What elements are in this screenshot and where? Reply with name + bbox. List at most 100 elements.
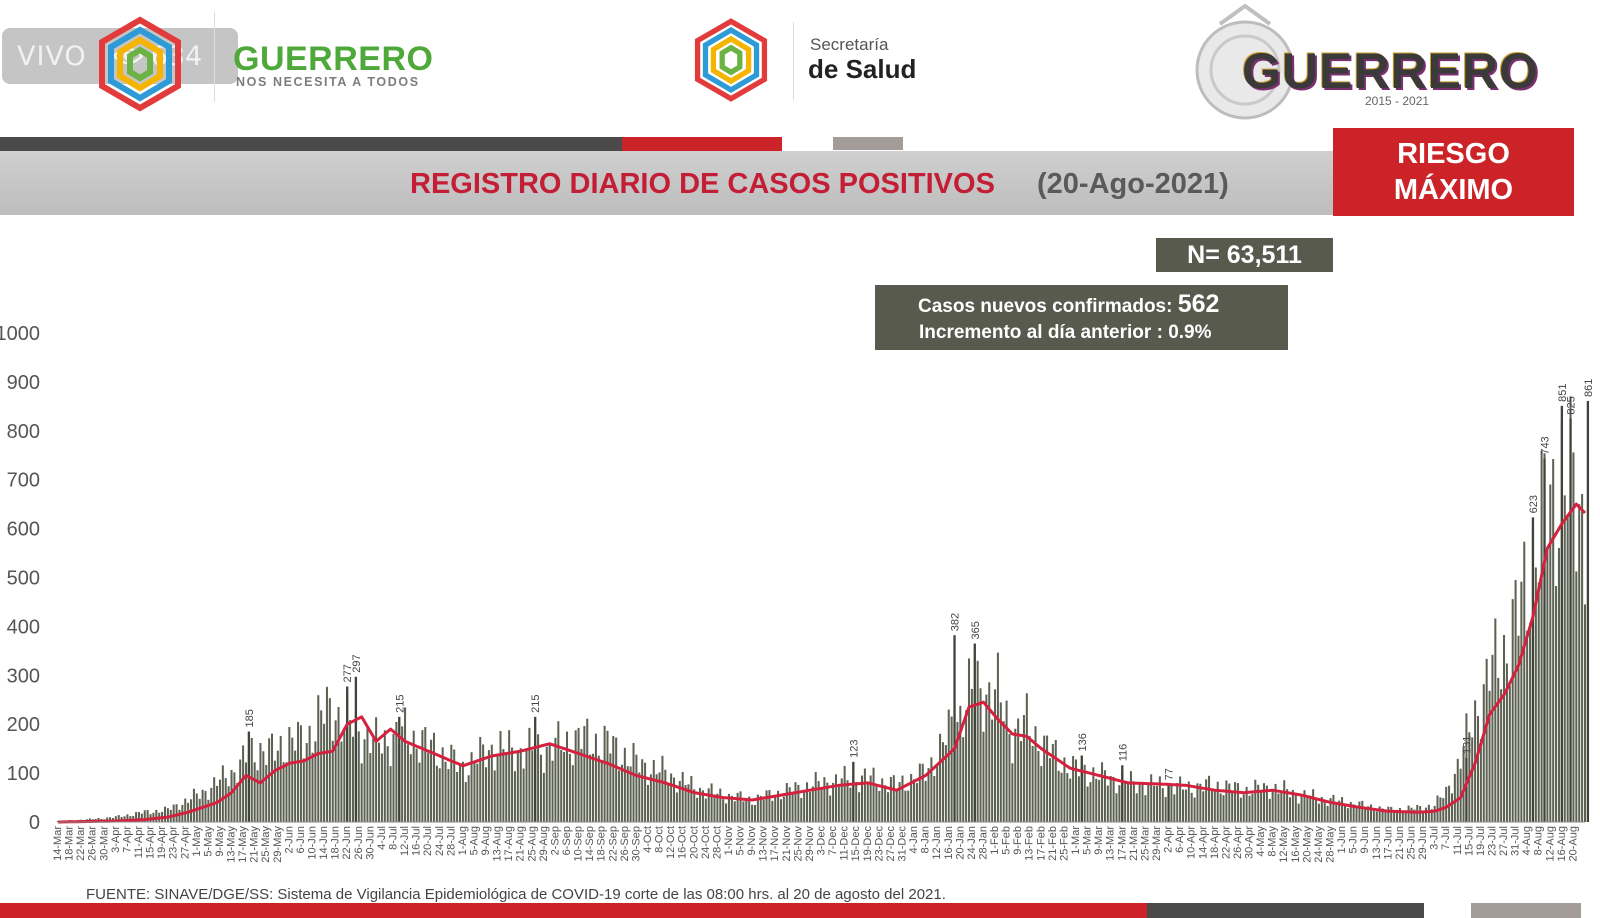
peak-label: 297 bbox=[351, 654, 363, 672]
daily-bar bbox=[1147, 784, 1150, 822]
x-tick-label: 29-Jun bbox=[1417, 826, 1429, 860]
daily-bar bbox=[1051, 743, 1054, 822]
daily-bar bbox=[594, 733, 597, 822]
x-tick-label: 8-May bbox=[1267, 826, 1279, 857]
x-tick-label: 29-May bbox=[272, 826, 284, 863]
daily-bar bbox=[499, 731, 502, 822]
daily-bar bbox=[753, 804, 756, 822]
daily-bar bbox=[438, 768, 441, 822]
source-note: FUENTE: SINAVE/DGE/SS: Sistema de Vigila… bbox=[86, 886, 946, 903]
daily-bar bbox=[1196, 783, 1199, 822]
daily-bar bbox=[1288, 797, 1292, 822]
daily-bar bbox=[693, 789, 696, 822]
daily-bar bbox=[806, 782, 809, 822]
daily-bar bbox=[1072, 756, 1075, 822]
peak-label: 861 bbox=[1583, 379, 1595, 397]
daily-bar bbox=[635, 754, 638, 822]
daily-bar bbox=[713, 794, 716, 822]
daily-bar bbox=[1277, 793, 1280, 822]
daily-bar bbox=[343, 727, 346, 822]
daily-cases-bars bbox=[56, 396, 1590, 822]
peak-bar bbox=[1465, 757, 1468, 822]
daily-bar bbox=[794, 782, 797, 822]
daily-bar bbox=[1283, 780, 1286, 822]
daily-bar bbox=[571, 765, 574, 822]
daily-bar bbox=[1216, 781, 1219, 822]
daily-bar bbox=[386, 746, 389, 822]
x-tick-label: 29-Nov bbox=[804, 826, 816, 862]
daily-bar bbox=[1022, 715, 1025, 822]
daily-bar bbox=[244, 762, 247, 822]
daily-bar bbox=[1303, 790, 1306, 822]
daily-bar bbox=[808, 791, 811, 822]
daily-bar bbox=[727, 793, 730, 822]
daily-bar bbox=[1002, 721, 1005, 822]
daily-bar bbox=[1028, 736, 1031, 822]
daily-bar bbox=[1083, 764, 1086, 822]
x-tick-label: 1-Jun bbox=[1336, 826, 1348, 854]
x-tick-label: 26-Apr bbox=[1232, 826, 1244, 859]
daily-bar bbox=[664, 769, 667, 822]
daily-bar bbox=[1135, 793, 1138, 822]
daily-bar bbox=[565, 731, 569, 822]
daily-bar bbox=[1074, 759, 1078, 822]
daily-bar bbox=[739, 791, 742, 822]
y-tick-label: 100 bbox=[7, 763, 40, 785]
daily-bar bbox=[1057, 770, 1060, 822]
daily-bar bbox=[803, 790, 806, 822]
daily-bar bbox=[1575, 571, 1578, 822]
daily-bar bbox=[1300, 795, 1303, 822]
daily-bar bbox=[528, 727, 531, 822]
x-tick-label: 25-May bbox=[260, 826, 272, 863]
x-tick-label: 2-Sep bbox=[549, 826, 561, 855]
daily-bar bbox=[1234, 782, 1237, 822]
daily-bar bbox=[944, 745, 947, 822]
x-tick-label: 9-Nov bbox=[746, 826, 758, 856]
x-tick-label: 2-Apr bbox=[1163, 826, 1175, 853]
x-tick-label: 19-Dec bbox=[862, 826, 874, 862]
x-tick-label: 13-May bbox=[226, 826, 238, 863]
x-tick-label: 14-Mar bbox=[52, 826, 64, 861]
peak-label: 215 bbox=[530, 695, 542, 713]
daily-bar bbox=[1517, 635, 1520, 822]
daily-bar bbox=[855, 781, 858, 822]
x-tick-label: 16-Jan bbox=[943, 826, 955, 860]
x-tick-label: 7-Dec bbox=[827, 826, 839, 856]
y-tick-label: 200 bbox=[7, 714, 40, 736]
daily-bar bbox=[672, 777, 676, 822]
daily-bar bbox=[213, 777, 216, 822]
x-tick-label: 2-Jun bbox=[283, 826, 295, 854]
daily-bar bbox=[939, 733, 942, 822]
daily-bar bbox=[166, 808, 169, 822]
daily-bar bbox=[302, 758, 305, 822]
daily-bar bbox=[762, 799, 765, 822]
daily-bar bbox=[1181, 789, 1185, 822]
daily-bar bbox=[1063, 757, 1066, 822]
x-tick-label: 20-Oct bbox=[688, 826, 700, 859]
daily-bar bbox=[224, 778, 227, 822]
daily-bar bbox=[265, 765, 268, 822]
daily-bar bbox=[771, 800, 774, 822]
peak-bar bbox=[354, 676, 358, 822]
daily-bar bbox=[435, 765, 438, 822]
daily-bar bbox=[915, 783, 918, 822]
daily-bar bbox=[1529, 622, 1532, 822]
daily-bar bbox=[1479, 739, 1482, 822]
guerrero-star-logo bbox=[99, 16, 181, 112]
daily-bar bbox=[583, 726, 586, 822]
daily-bar bbox=[378, 742, 381, 822]
daily-bar bbox=[126, 814, 129, 822]
daily-bar bbox=[678, 781, 681, 822]
x-tick-label: 1-Aug bbox=[457, 826, 469, 855]
daily-bar bbox=[1503, 634, 1506, 822]
daily-bar bbox=[837, 785, 840, 822]
daily-bar bbox=[1020, 741, 1023, 822]
daily-bar bbox=[730, 795, 733, 822]
x-tick-label: 20-Jul bbox=[422, 826, 434, 856]
top-strip-dark bbox=[0, 137, 622, 152]
daily-bar bbox=[1176, 782, 1179, 822]
daily-bar bbox=[1500, 689, 1503, 822]
daily-bar bbox=[1476, 715, 1480, 822]
daily-bar bbox=[1054, 739, 1057, 822]
daily-bar bbox=[699, 787, 702, 822]
